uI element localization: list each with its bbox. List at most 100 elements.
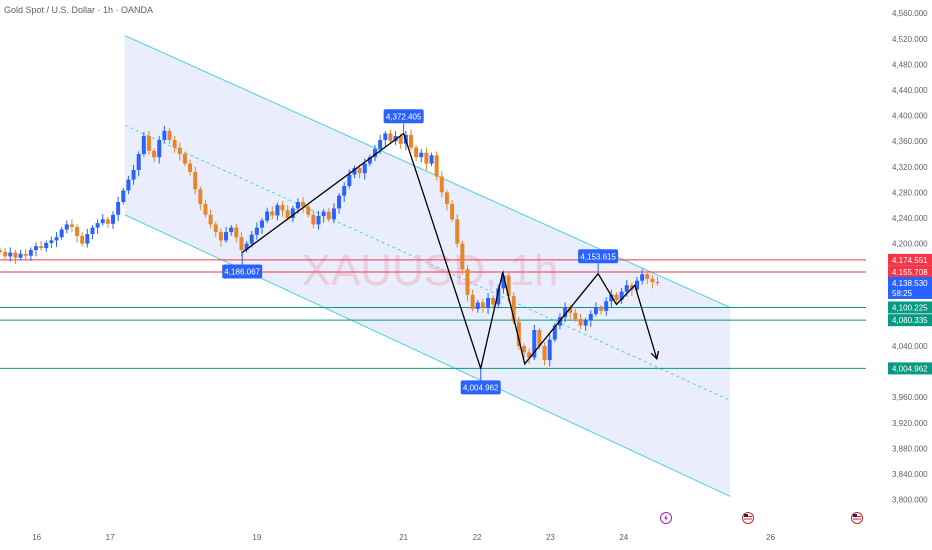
candle-up xyxy=(126,179,131,191)
candle-down xyxy=(516,321,521,346)
candle-down xyxy=(188,163,193,172)
descending-channel xyxy=(124,35,731,497)
price-axis-tick-label: 4,520.000 xyxy=(892,35,928,44)
candle-up xyxy=(54,237,59,241)
candle-up xyxy=(321,211,326,217)
candle-up xyxy=(342,186,347,196)
candle-up xyxy=(619,291,624,300)
candle-down xyxy=(177,147,182,154)
candle-down xyxy=(506,275,511,297)
candle-up xyxy=(224,232,229,241)
price-tag-label: 4,174.551 xyxy=(892,256,928,265)
candle-down xyxy=(480,302,485,308)
candle-up xyxy=(260,220,265,228)
callout-label: 4,004.962 xyxy=(463,383,499,392)
candle-up xyxy=(28,250,33,256)
price-axis-tick-label: 4,040.000 xyxy=(892,342,928,351)
candle-up xyxy=(337,195,342,209)
candle-up xyxy=(49,240,54,243)
candle-up xyxy=(383,133,388,140)
candle-up xyxy=(583,320,588,326)
candle-up xyxy=(347,174,352,186)
candle-down xyxy=(285,210,290,218)
callout-box xyxy=(222,264,263,279)
candle-down xyxy=(3,251,8,257)
candle-up xyxy=(8,252,13,257)
candle-up xyxy=(624,285,629,292)
candle-down xyxy=(455,219,460,244)
candle-up xyxy=(331,208,336,220)
candle-down xyxy=(398,136,403,144)
price-axis-tick-label: 4,400.000 xyxy=(892,112,928,121)
time-axis-tick-label: 26 xyxy=(766,533,775,542)
price-axis-tick-label: 4,200.000 xyxy=(892,240,928,249)
time-axis[interactable]: 16 17 19 21 22 23 24 26 xyxy=(32,533,775,542)
candle-up xyxy=(136,154,141,170)
price-axis-tick-label: 4,240.000 xyxy=(892,214,928,223)
candle-up xyxy=(64,224,69,230)
candle-up xyxy=(588,314,593,321)
candle-up xyxy=(157,139,162,158)
channel-fill xyxy=(124,35,731,497)
candle-down xyxy=(573,312,578,320)
candle-down xyxy=(578,319,583,326)
candle-down xyxy=(69,224,74,227)
price-tag-last xyxy=(888,276,932,299)
price-axis-tick-label: 3,960.000 xyxy=(892,393,928,402)
candle-down xyxy=(193,171,198,190)
time-axis-tick-label: 23 xyxy=(546,533,555,542)
candle-down xyxy=(537,330,542,346)
candle-down xyxy=(13,252,18,258)
candle-up xyxy=(486,298,491,308)
price-tag-label: 4,155.708 xyxy=(892,268,928,277)
candle-up xyxy=(162,130,167,140)
candle-up xyxy=(609,294,614,302)
candle-down xyxy=(39,246,44,249)
candle-down xyxy=(167,130,172,140)
candle-up xyxy=(635,280,640,290)
price-tag-label: 4,080.335 xyxy=(892,316,928,325)
time-axis-tick-label: 21 xyxy=(399,533,408,542)
candle-down xyxy=(270,211,275,216)
candle-up xyxy=(95,223,100,228)
price-tag-label: 4,004.962 xyxy=(892,364,928,373)
candle-down xyxy=(357,168,362,174)
candle-up xyxy=(429,155,434,164)
candle-down xyxy=(280,205,285,211)
us-flag-icon[interactable] xyxy=(742,512,754,524)
candle-down xyxy=(105,219,110,224)
us-flag-icon[interactable] xyxy=(851,512,863,524)
price-callouts: 4,372.405 4,186.067 4,004.962 4,153.615 xyxy=(222,109,619,395)
callout-label: 4,153.615 xyxy=(580,252,616,261)
candle-up xyxy=(547,339,552,361)
price-axis-tick-label: 4,440.000 xyxy=(892,86,928,95)
candle-down xyxy=(208,214,213,225)
candle-down xyxy=(650,278,655,282)
candle-down xyxy=(465,269,470,295)
price-axis-tick-label: 3,840.000 xyxy=(892,470,928,479)
price-tag-support xyxy=(888,362,932,375)
candle-down xyxy=(450,203,455,220)
candle-down xyxy=(198,189,203,204)
candle-down xyxy=(388,133,393,142)
candle-down xyxy=(444,192,449,204)
candle-up xyxy=(532,330,537,358)
candle-up xyxy=(640,274,645,281)
candle-up xyxy=(295,202,300,209)
candle-up xyxy=(254,227,259,235)
candle-up xyxy=(33,246,38,250)
candle-down xyxy=(301,202,306,207)
candle-up xyxy=(265,211,270,221)
candle-up xyxy=(290,208,295,218)
candle-down xyxy=(306,206,311,215)
candle-down xyxy=(434,155,439,177)
callout-box xyxy=(460,380,501,395)
price-axis-tick-label: 4,280.000 xyxy=(892,188,928,197)
candle-down xyxy=(511,296,516,322)
lightning-icon[interactable] xyxy=(660,512,672,524)
price-axis[interactable]: 4,560.000 4,520.000 4,480.000 4,440.000 4,40… xyxy=(892,9,928,504)
candle-down xyxy=(172,139,177,148)
candle-down xyxy=(326,211,331,220)
candle-up xyxy=(496,288,501,305)
